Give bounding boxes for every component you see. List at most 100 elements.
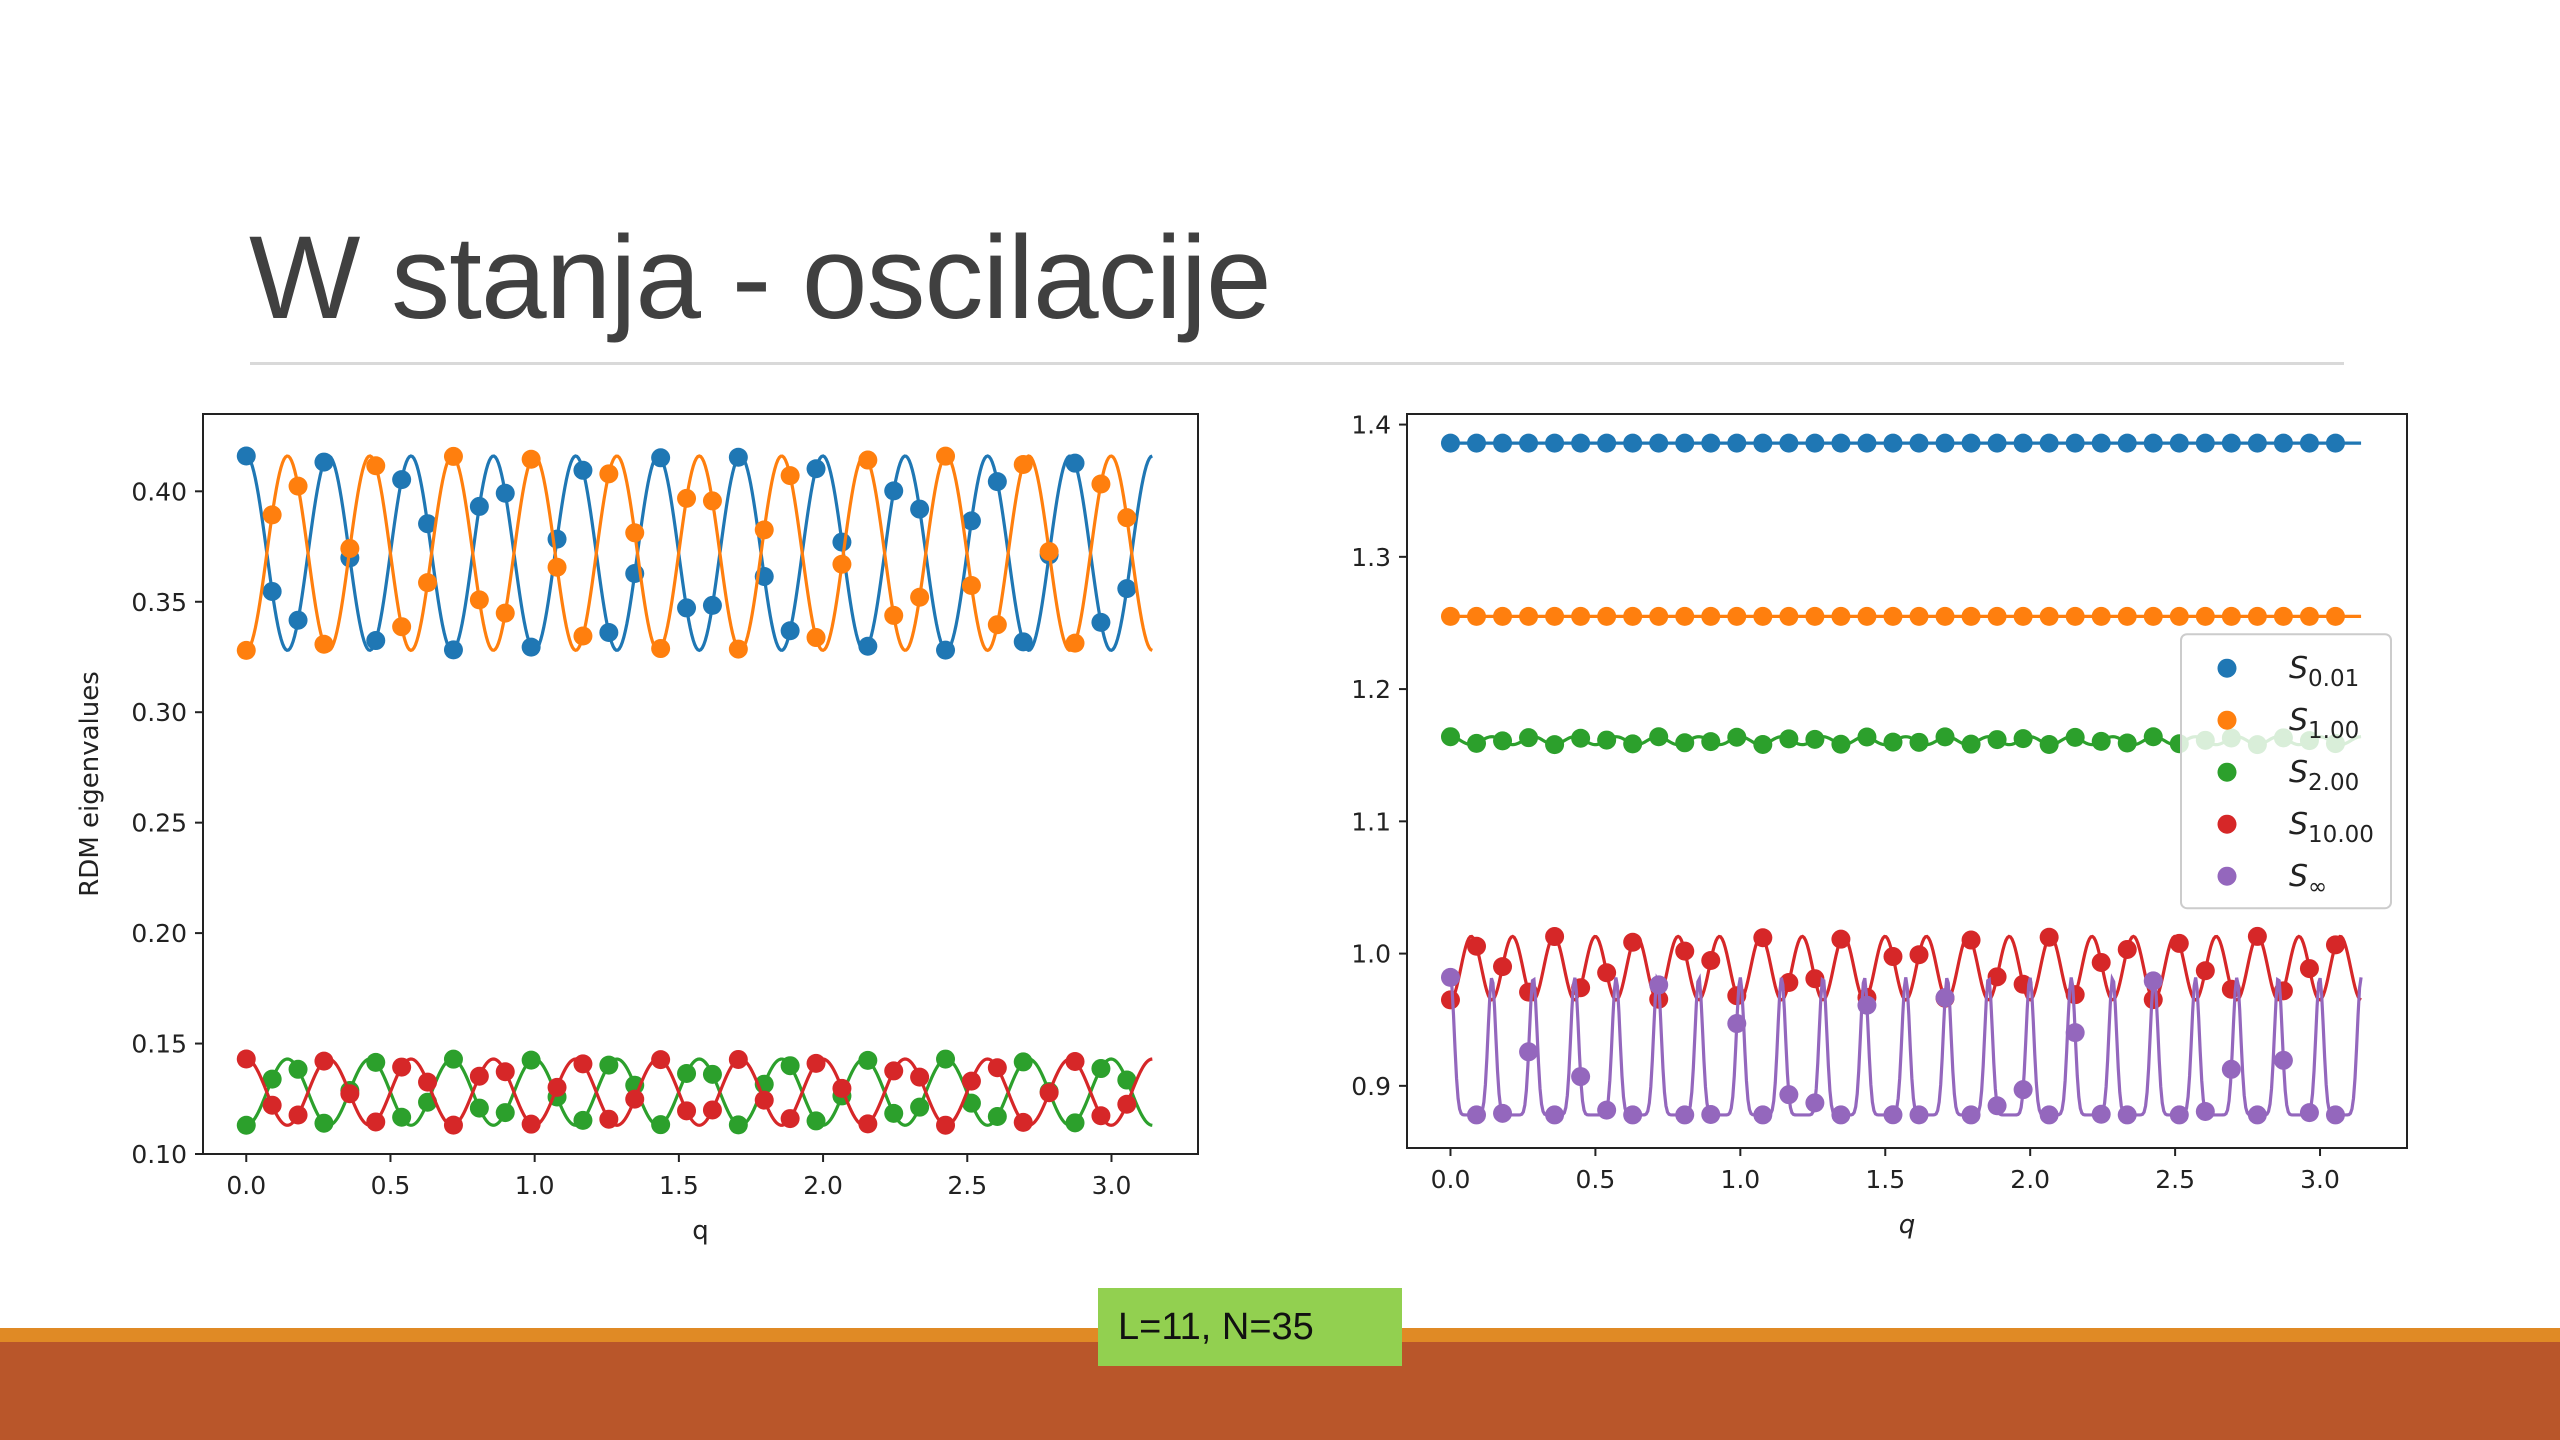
data-point — [728, 1049, 748, 1069]
data-point — [521, 637, 541, 657]
data-point — [1039, 1083, 1059, 1103]
data-point — [2247, 926, 2267, 946]
data-point — [366, 1052, 386, 1072]
x-tick-label: 1.5 — [659, 1171, 699, 1200]
legend-symbol: S — [2289, 807, 2308, 842]
data-point — [728, 1115, 748, 1135]
data-point — [1779, 729, 1799, 749]
data-point — [1597, 433, 1617, 453]
data-point — [1701, 732, 1721, 752]
data-point — [1091, 1106, 1111, 1126]
data-point — [1935, 433, 1955, 453]
data-point — [1883, 606, 1903, 626]
data-point — [469, 590, 489, 610]
data-point — [1623, 932, 1643, 952]
x-tick-label: 0.5 — [371, 1171, 411, 1200]
data-point — [2325, 606, 2345, 626]
data-point — [2039, 1105, 2059, 1125]
data-point — [2325, 935, 2345, 955]
data-point — [702, 491, 722, 511]
data-point — [1831, 734, 1851, 754]
data-point — [340, 1084, 360, 1104]
data-point — [858, 1050, 878, 1070]
y-tick-label: 0.30 — [131, 698, 187, 727]
data-point — [2273, 606, 2293, 626]
data-point — [1675, 941, 1695, 961]
series-blue — [236, 446, 1153, 660]
y-tick-label: 0.10 — [131, 1140, 187, 1169]
data-point — [1065, 453, 1085, 473]
data-point — [495, 603, 515, 623]
data-point — [1545, 1105, 1565, 1125]
data-point — [987, 1107, 1007, 1127]
data-point — [987, 1058, 1007, 1078]
data-point — [236, 1049, 256, 1069]
series-line — [1448, 973, 2363, 1117]
data-point — [1831, 929, 1851, 949]
data-point — [2091, 1104, 2111, 1124]
data-point — [314, 634, 334, 654]
data-point — [1493, 731, 1513, 751]
data-point — [1961, 734, 1981, 754]
data-point — [1727, 433, 1747, 453]
data-point — [806, 628, 826, 648]
data-point — [1440, 727, 1460, 747]
data-point — [1675, 433, 1695, 453]
data-point — [2195, 1101, 2215, 1121]
data-point — [1753, 734, 1773, 754]
data-point — [1727, 606, 1747, 626]
data-point — [910, 1067, 930, 1087]
legend-label: S0.01 — [2289, 651, 2359, 692]
data-point — [1117, 579, 1137, 599]
data-point — [1623, 433, 1643, 453]
data-point — [1440, 990, 1460, 1010]
data-point — [1831, 1105, 1851, 1125]
data-point — [1597, 1100, 1617, 1120]
data-point — [366, 456, 386, 476]
x-tick-label: 2.0 — [803, 1171, 843, 1200]
data-point — [1987, 606, 2007, 626]
data-point — [366, 631, 386, 651]
data-point — [547, 1077, 567, 1097]
data-point — [495, 483, 515, 503]
data-point — [1961, 1105, 1981, 1125]
data-point — [1935, 606, 1955, 626]
data-point — [2143, 606, 2163, 626]
data-point — [677, 488, 697, 508]
data-point — [1987, 967, 2007, 987]
data-point — [1987, 730, 2007, 750]
data-point — [1909, 732, 1929, 752]
x-tick-label: 2.5 — [947, 1171, 987, 1200]
data-point — [2039, 927, 2059, 947]
data-point — [780, 1056, 800, 1076]
data-point — [1857, 433, 1877, 453]
data-point — [573, 1054, 593, 1074]
data-point — [1519, 728, 1539, 748]
data-point — [780, 1109, 800, 1129]
data-point — [573, 460, 593, 480]
data-point — [1753, 1105, 1773, 1125]
series-line — [245, 454, 1153, 653]
data-point — [1675, 606, 1695, 626]
data-point — [884, 481, 904, 501]
parameters-label: L=11, N=35 — [1098, 1288, 1402, 1366]
data-point — [495, 1103, 515, 1123]
data-point — [651, 1115, 671, 1135]
data-point — [2117, 606, 2137, 626]
data-point — [910, 587, 930, 607]
data-point — [469, 1066, 489, 1086]
data-point — [1857, 995, 1877, 1015]
data-point — [1571, 1067, 1591, 1087]
data-point — [1440, 967, 1460, 987]
data-point — [1909, 1105, 1929, 1125]
data-point — [1883, 947, 1903, 967]
x-tick-label: 3.0 — [1092, 1171, 1132, 1200]
data-point — [806, 459, 826, 479]
data-point — [1935, 988, 1955, 1008]
data-point — [1571, 728, 1591, 748]
data-point — [340, 538, 360, 558]
data-point — [2143, 433, 2163, 453]
data-point — [910, 499, 930, 519]
data-point — [1117, 508, 1137, 528]
data-point — [366, 1112, 386, 1132]
